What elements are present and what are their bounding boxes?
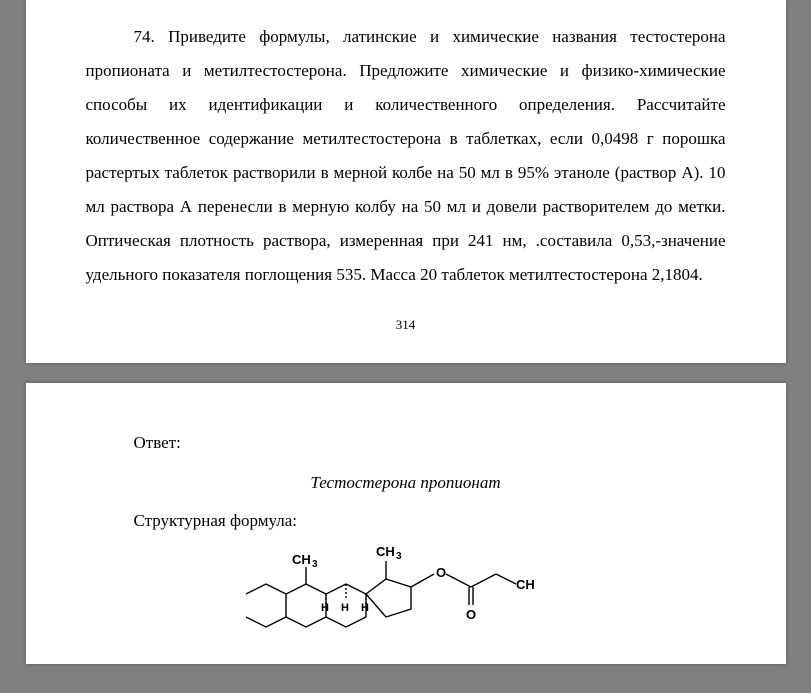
structure-svg: CH 3 CH 3 O O CH 3 H H H	[216, 539, 536, 629]
h-label-1: H	[341, 602, 349, 614]
compound-title: Тестостерона пропионат	[86, 473, 726, 493]
h-label-3: H	[361, 602, 369, 614]
ch3-top-sub: 3	[396, 551, 402, 562]
o-double-label: O	[466, 607, 476, 622]
ch3-top-label: CH	[376, 544, 395, 559]
page-number: 314	[86, 317, 726, 333]
chemical-structure: CH 3 CH 3 O O CH 3 H H H	[216, 539, 726, 634]
question-paragraph: 74. Приведите формулы, латинские и химич…	[86, 20, 726, 292]
ch3-left-sub: 3	[312, 559, 318, 570]
document-page-1: 74. Приведите формулы, латинские и химич…	[26, 0, 786, 363]
ch3-left-label: CH	[292, 552, 311, 567]
structure-label: Структурная формула:	[86, 511, 726, 531]
answer-label: Ответ:	[86, 433, 726, 453]
h-label-2: H	[321, 602, 329, 614]
o-ester-label: O	[436, 565, 446, 580]
document-page-2: Ответ: Тестостерона пропионат Структурна…	[26, 383, 786, 664]
question-text: Приведите формулы, латинские и химически…	[86, 27, 726, 284]
ch3-chain-label: CH	[516, 577, 535, 592]
question-number: 74.	[134, 27, 155, 46]
